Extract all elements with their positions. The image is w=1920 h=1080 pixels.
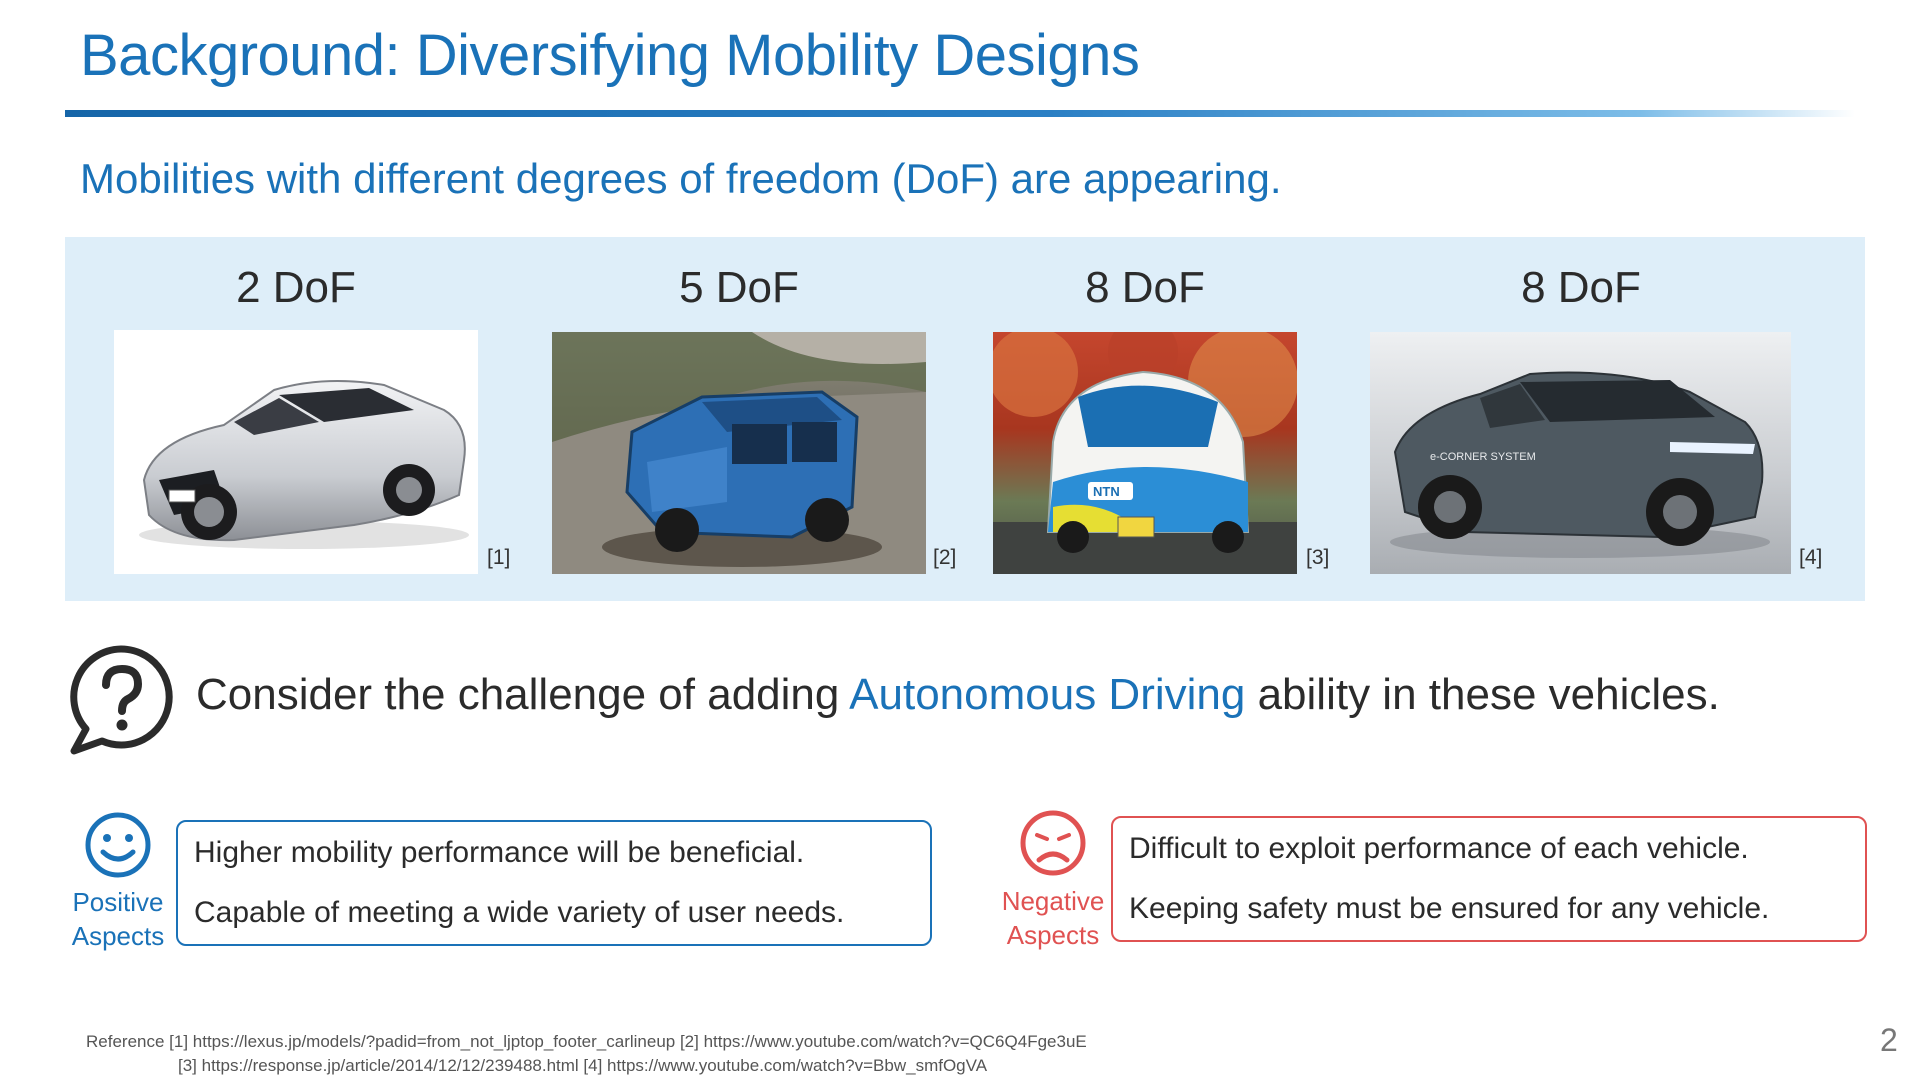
reference-marker-2: [2] (933, 546, 957, 569)
challenge-prefix: Consider the challenge of adding (196, 670, 850, 719)
negative-aspects-label: Negative Aspects (998, 884, 1108, 952)
svg-text:e-CORNER SYSTEM: e-CORNER SYSTEM (1430, 451, 1536, 463)
positive-aspects-box: Higher mobility performance will be bene… (176, 820, 932, 946)
dof-label-4: 8 DoF (1521, 263, 1641, 312)
positive-label-line2: Aspects (71, 921, 165, 951)
negative-label-line1: Negative (1001, 886, 1105, 916)
positive-label-line1: Positive (72, 887, 164, 917)
challenge-statement: Consider the challenge of adding Autonom… (196, 670, 1720, 720)
page-number: 2 (1880, 1022, 1898, 1058)
reference-marker-1: [1] (487, 546, 511, 569)
slide-subtitle: Mobilities with different degrees of fre… (80, 155, 1282, 202)
vehicle-photo-compact-ev: NTN (993, 332, 1297, 574)
reference-marker-3: [3] (1306, 546, 1330, 569)
reference-line-1: Reference [1] https://lexus.jp/models/?p… (86, 1032, 1087, 1051)
dof-label-2: 5 DoF (679, 263, 799, 312)
positive-aspects-label: Positive Aspects (63, 885, 173, 953)
challenge-highlight: Autonomous Driving (849, 670, 1246, 719)
challenge-suffix: ability in these vehicles. (1245, 670, 1720, 719)
svg-text:NTN: NTN (1093, 484, 1120, 499)
vehicle-photo-camouflaged-suv (552, 332, 926, 574)
negative-aspects-box: Difficult to exploit performance of each… (1111, 816, 1867, 942)
vehicle-photo-crossover: e-CORNER SYSTEM (1370, 332, 1791, 574)
negative-label-line2: Aspects (1006, 920, 1100, 950)
vehicle-photo-sports-coupe (114, 330, 478, 574)
reference-line-2: [3] https://response.jp/article/2014/12/… (178, 1056, 988, 1075)
dof-label-3: 8 DoF (1085, 263, 1205, 312)
reference-marker-4: [4] (1799, 546, 1823, 569)
title-underline (65, 110, 1855, 117)
dof-label-1: 2 DoF (236, 263, 356, 312)
negative-point-2: Keeping safety must be ensured for any v… (1129, 892, 1770, 925)
negative-point-1: Difficult to exploit performance of each… (1129, 832, 1749, 865)
slide-title: Background: Diversifying Mobility Design… (80, 23, 1140, 88)
question-bubble-icon (66, 643, 176, 755)
smiling-face-icon (83, 810, 153, 885)
reference-list: Reference [1] https://lexus.jp/models/?p… (86, 1030, 1087, 1078)
positive-point-1: Higher mobility performance will be bene… (194, 836, 805, 869)
positive-point-2: Capable of meeting a wide variety of use… (194, 896, 845, 929)
sad-face-icon (1018, 808, 1088, 883)
